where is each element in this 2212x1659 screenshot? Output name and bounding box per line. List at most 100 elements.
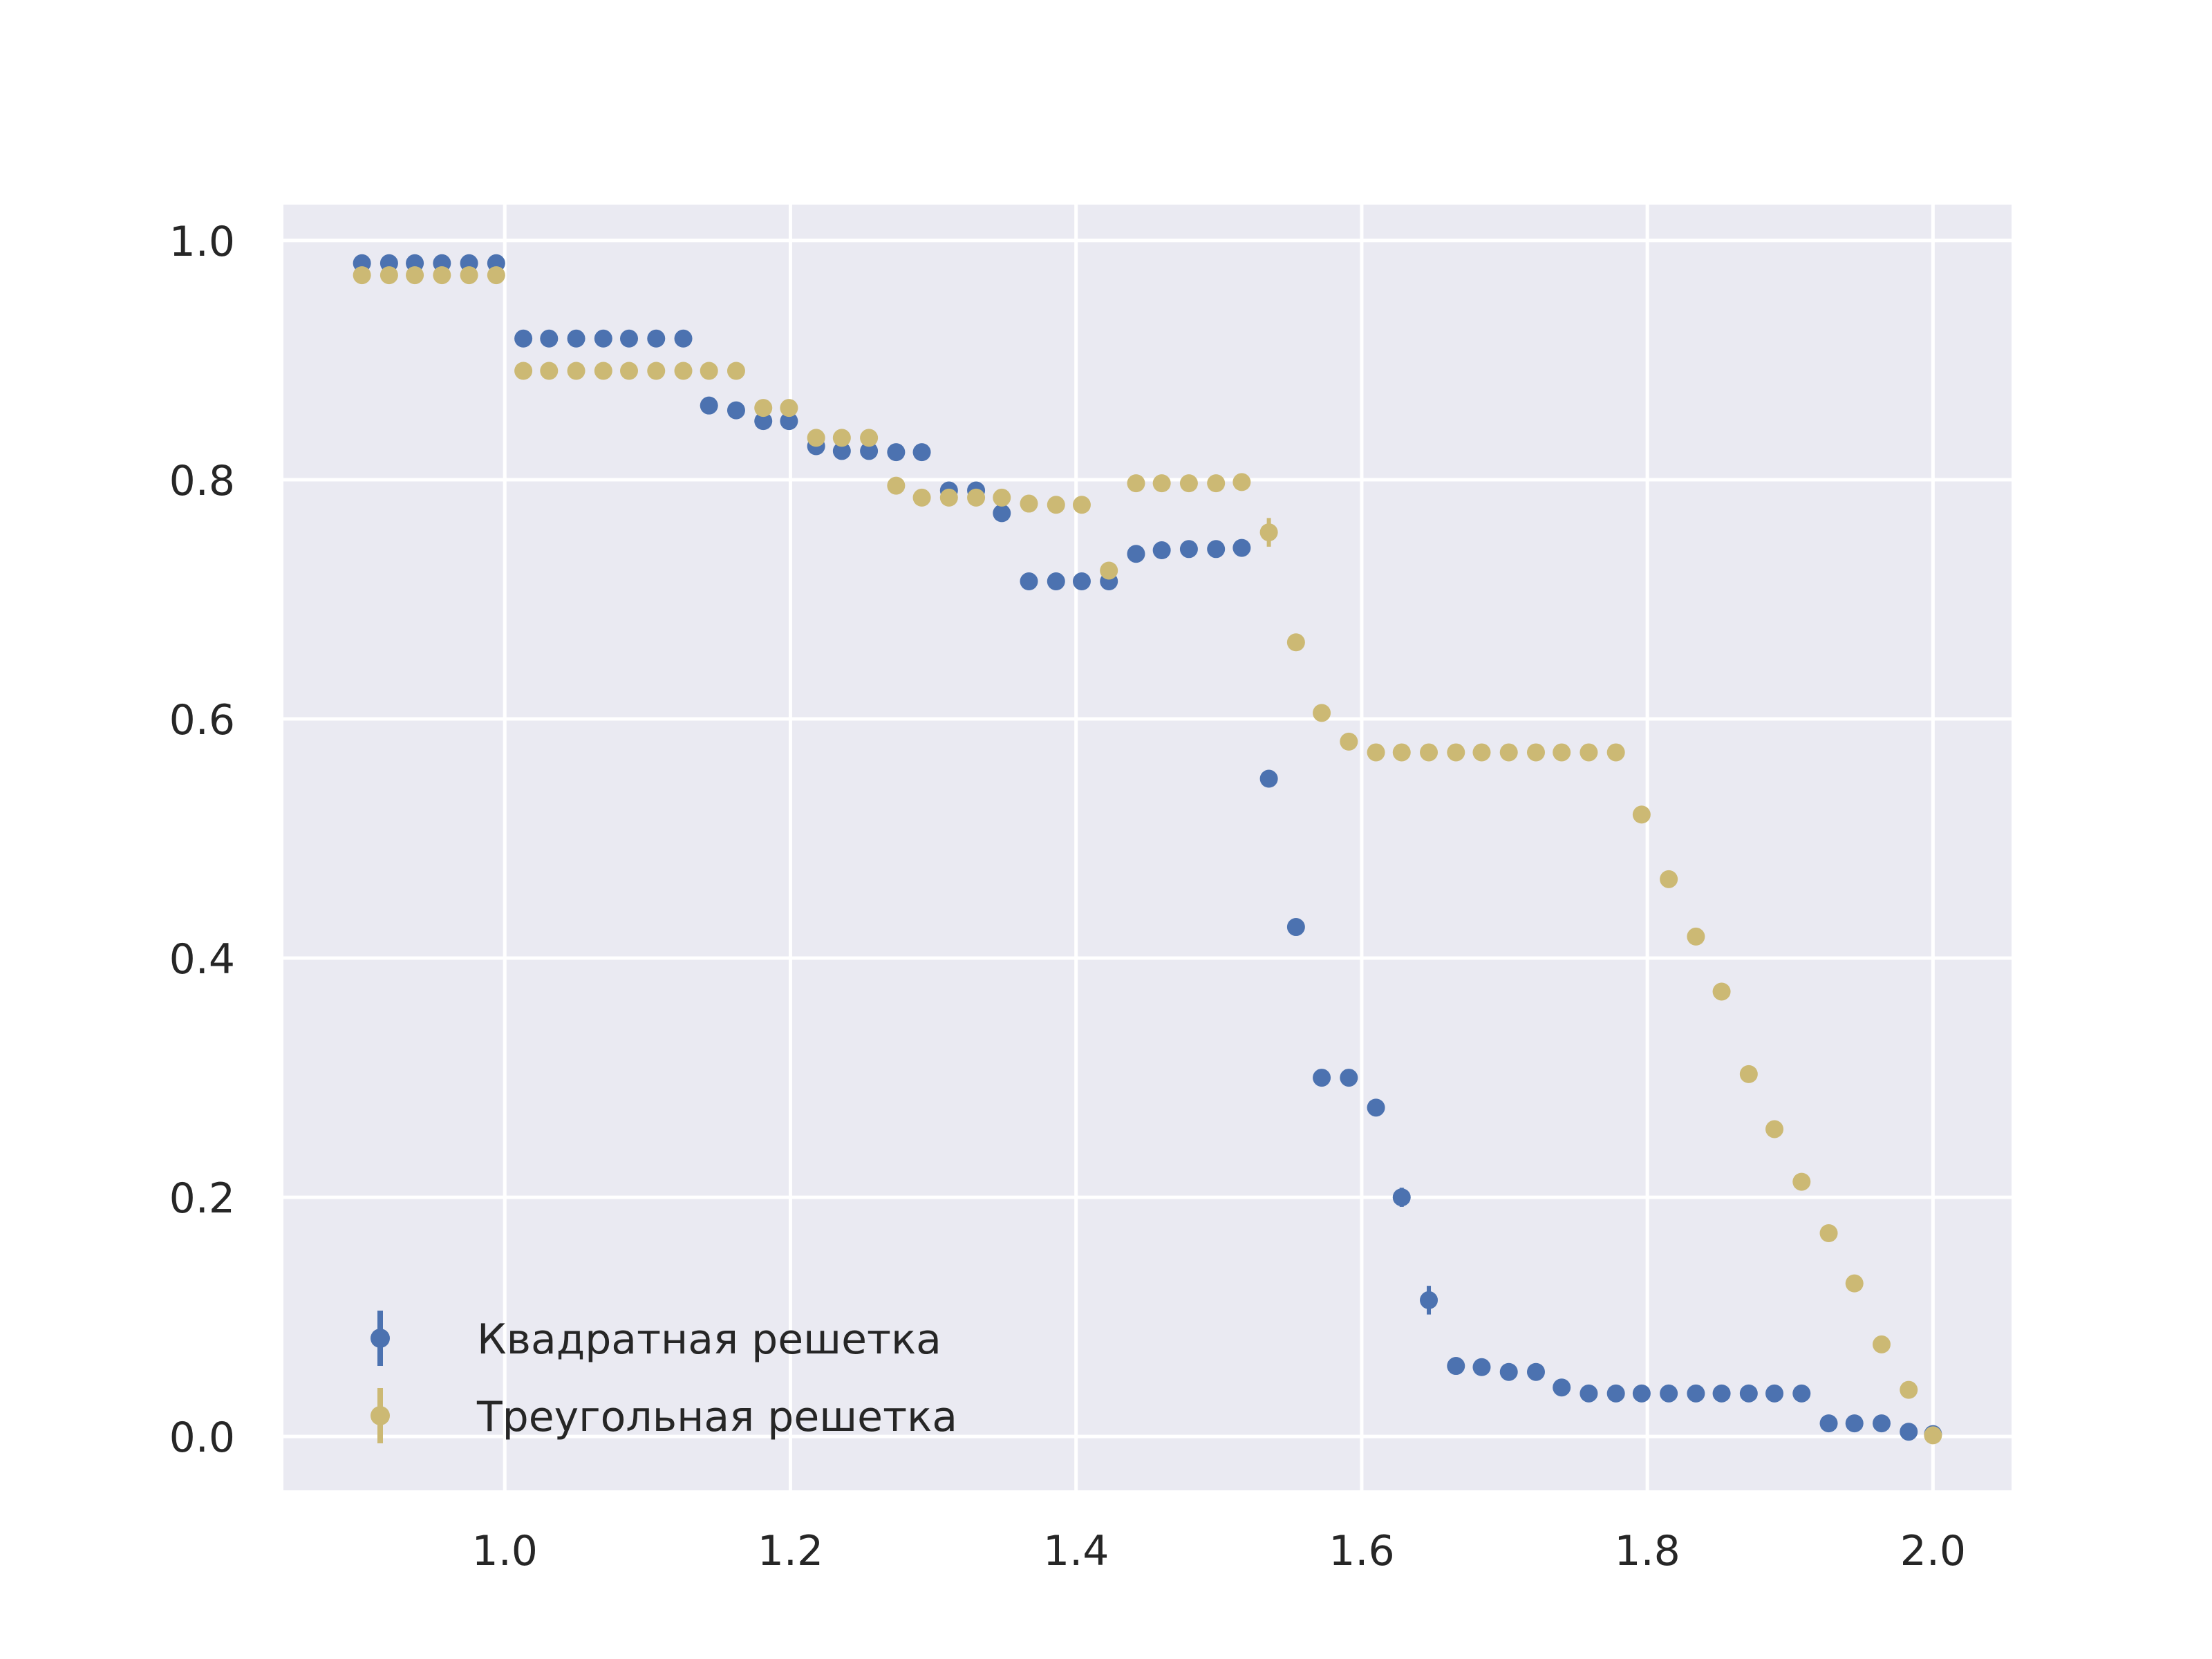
y-tick-label: 0.0 [169,1414,235,1462]
data-point [1606,1384,1625,1403]
series-layer [353,254,1942,1445]
data-point [1472,743,1491,762]
y-tick-label: 0.4 [169,935,235,984]
data-point [1712,982,1731,1001]
data-point [1340,1069,1358,1087]
series-1 [353,254,1942,1443]
data-point [1047,496,1065,514]
data-point [1660,870,1678,888]
y-tick-label: 1.0 [169,218,235,266]
data-point [1259,523,1278,542]
data-point [1127,474,1145,493]
data-point [832,429,851,447]
data-point [1499,743,1518,762]
data-point [1127,545,1145,563]
data-point [514,362,533,380]
data-point [1020,494,1038,513]
data-point [620,329,638,348]
data-point [1499,1362,1518,1381]
data-point [1367,1098,1385,1117]
data-point [780,412,798,431]
data-point [674,329,693,348]
data-point [754,399,773,418]
data-point [1447,743,1465,762]
legend-item: Квадратная решетка [371,1311,941,1366]
data-point [993,488,1011,507]
data-point [1687,927,1705,946]
x-tick-label: 1.2 [758,1527,823,1575]
data-point [1392,1188,1411,1207]
data-point [594,329,612,348]
data-point [567,329,585,348]
data-point [1392,743,1411,762]
x-tick-label: 1.6 [1329,1527,1394,1575]
data-point [1232,538,1251,557]
data-point [832,442,851,460]
data-point [1687,1384,1705,1403]
grid [283,205,2012,1490]
data-point [1286,918,1305,937]
data-point [1072,572,1091,591]
data-point [594,362,612,380]
data-point [1606,743,1625,762]
data-point [1924,1426,1942,1445]
data-point [887,476,906,495]
data-point [1739,1065,1758,1083]
data-point [1580,743,1598,762]
data-point [1232,473,1251,491]
data-point [1712,1384,1731,1403]
x-tick-label: 2.0 [1900,1527,1966,1575]
data-point [1900,1423,1918,1441]
data-point [993,504,1011,523]
data-point [700,396,718,415]
legend-marker [371,1406,390,1425]
data-point [406,266,424,285]
data-point [1286,633,1305,652]
data-point [1632,1384,1651,1403]
data-point [727,362,745,380]
data-point [433,266,451,285]
data-point [860,442,879,460]
data-point [1447,1357,1465,1376]
legend: Квадратная решетка Треугольная решетка [371,1311,957,1443]
data-point [1020,572,1038,591]
data-point [912,443,931,462]
data-point [1660,1384,1678,1403]
data-point [1472,1358,1491,1376]
data-point [1072,496,1091,514]
data-point [1739,1384,1758,1403]
data-point [1179,474,1198,493]
data-point [967,488,986,507]
x-tick-label: 1.8 [1614,1527,1680,1575]
data-point [1900,1380,1918,1399]
data-point [1179,540,1198,559]
data-point [460,266,478,285]
data-point [620,362,638,380]
data-point [1580,1384,1598,1403]
data-point [1553,1378,1571,1397]
data-point [887,443,906,462]
data-point [1526,743,1545,762]
legend-item: Треугольная решетка [371,1388,957,1443]
data-point [780,399,798,418]
data-point [807,429,825,447]
data-point [1526,1362,1545,1381]
data-point [727,401,745,420]
data-point [1207,474,1226,493]
data-point [1872,1414,1891,1433]
data-point [540,329,559,348]
data-point [1100,561,1118,580]
data-point [674,362,693,380]
data-point [939,488,958,507]
data-point [1632,805,1651,824]
data-point [1872,1335,1891,1353]
data-point [1152,474,1171,493]
legend-marker [371,1329,390,1348]
data-point [1553,743,1571,762]
legend-label: Треугольная решетка [476,1393,957,1441]
data-point [1420,1291,1438,1309]
data-point [1765,1384,1784,1403]
data-point [1819,1414,1838,1433]
x-tick-label: 1.0 [472,1527,538,1575]
